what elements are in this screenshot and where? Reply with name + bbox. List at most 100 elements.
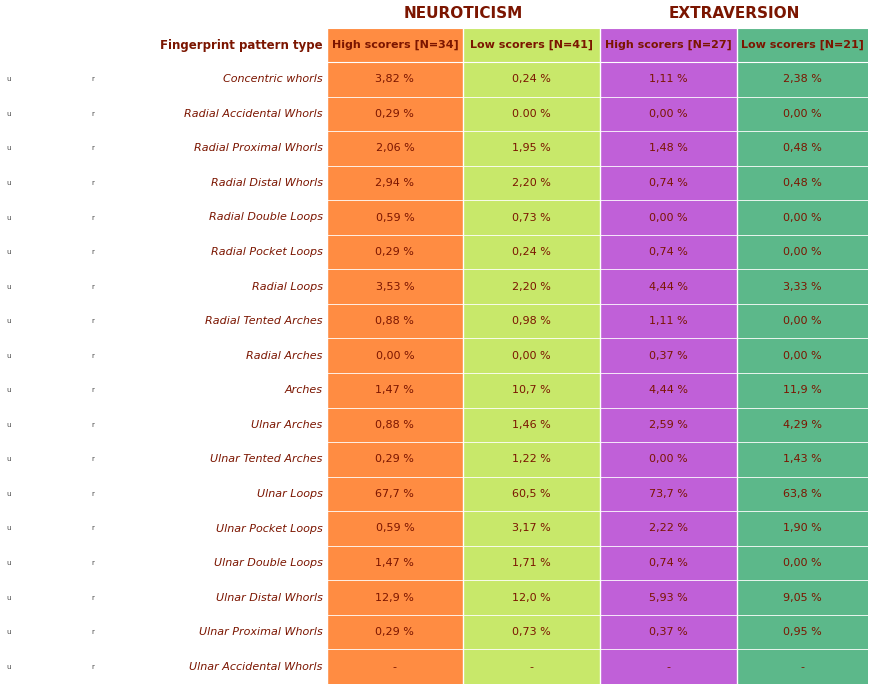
Text: r: r: [91, 456, 94, 462]
Bar: [100, 615, 326, 650]
Bar: [326, 338, 462, 373]
Text: 0,29 %: 0,29 %: [375, 109, 414, 119]
Text: 0,00 %: 0,00 %: [782, 247, 820, 257]
Text: r: r: [91, 388, 94, 393]
Text: r: r: [91, 491, 94, 497]
Text: 73,7 %: 73,7 %: [648, 489, 687, 499]
Text: 63,8 %: 63,8 %: [782, 489, 820, 499]
Text: 0,00 %: 0,00 %: [648, 454, 687, 464]
Text: u: u: [6, 180, 10, 186]
Text: NEUROTICISM: NEUROTICISM: [403, 6, 522, 21]
Text: 67,7 %: 67,7 %: [375, 489, 414, 499]
Text: u: u: [6, 76, 10, 82]
Bar: [462, 615, 600, 650]
Text: Ulnar Pocket Loops: Ulnar Pocket Loops: [216, 523, 322, 534]
Text: u: u: [6, 560, 10, 566]
Text: High scorers [N=27]: High scorers [N=27]: [604, 40, 731, 50]
Text: 0,73 %: 0,73 %: [512, 627, 550, 637]
Text: 0,37 %: 0,37 %: [648, 351, 687, 361]
Text: Low scorers [N=41]: Low scorers [N=41]: [469, 40, 593, 50]
Text: r: r: [91, 318, 94, 324]
Bar: [100, 477, 326, 511]
Bar: [100, 28, 326, 62]
Text: Ulnar Double Loops: Ulnar Double Loops: [214, 558, 322, 568]
Bar: [462, 28, 600, 62]
Text: r: r: [91, 525, 94, 532]
Bar: [600, 511, 736, 546]
Bar: [462, 546, 600, 580]
Text: r: r: [91, 422, 94, 428]
Text: u: u: [6, 491, 10, 497]
Bar: [100, 650, 326, 684]
Text: 0,73 %: 0,73 %: [512, 213, 550, 222]
Bar: [100, 270, 326, 304]
Text: -: -: [666, 662, 669, 672]
Text: 0,48 %: 0,48 %: [782, 143, 821, 154]
Bar: [736, 97, 867, 131]
Text: -: -: [799, 662, 804, 672]
Text: 0,00 %: 0,00 %: [648, 109, 687, 119]
Bar: [100, 165, 326, 200]
Bar: [462, 511, 600, 546]
Text: 60,5 %: 60,5 %: [512, 489, 550, 499]
Text: 12,9 %: 12,9 %: [375, 593, 414, 602]
Bar: [326, 442, 462, 477]
Bar: [736, 28, 867, 62]
Text: r: r: [91, 180, 94, 186]
Text: r: r: [91, 111, 94, 117]
Text: 4,29 %: 4,29 %: [782, 420, 821, 430]
Text: 0,37 %: 0,37 %: [648, 627, 687, 637]
Bar: [600, 28, 736, 62]
Text: 0,59 %: 0,59 %: [375, 213, 414, 222]
Text: High scorers [N=34]: High scorers [N=34]: [331, 40, 458, 50]
Bar: [462, 304, 600, 338]
Bar: [100, 97, 326, 131]
Bar: [600, 477, 736, 511]
Bar: [462, 97, 600, 131]
Bar: [600, 131, 736, 165]
Text: u: u: [6, 353, 10, 359]
Bar: [326, 304, 462, 338]
Text: Ulnar Distal Whorls: Ulnar Distal Whorls: [216, 593, 322, 602]
Text: 2,22 %: 2,22 %: [648, 523, 687, 534]
Bar: [600, 200, 736, 235]
Bar: [600, 615, 736, 650]
Text: Fingerprint pattern type: Fingerprint pattern type: [160, 38, 322, 51]
Bar: [600, 373, 736, 407]
Text: 0,29 %: 0,29 %: [375, 247, 414, 257]
Bar: [326, 97, 462, 131]
Text: Radial Double Loops: Radial Double Loops: [209, 213, 322, 222]
Text: r: r: [91, 595, 94, 601]
Text: 1,95 %: 1,95 %: [512, 143, 550, 154]
Text: r: r: [91, 664, 94, 670]
Text: r: r: [91, 249, 94, 255]
Text: 0,00 %: 0,00 %: [782, 213, 820, 222]
Text: 4,44 %: 4,44 %: [648, 386, 687, 395]
Bar: [736, 165, 867, 200]
Text: 0,74 %: 0,74 %: [648, 247, 687, 257]
Bar: [462, 650, 600, 684]
Bar: [736, 546, 867, 580]
Text: -: -: [393, 662, 396, 672]
Bar: [600, 580, 736, 615]
Bar: [600, 650, 736, 684]
Text: Radial Accidental Whorls: Radial Accidental Whorls: [184, 109, 322, 119]
Text: 12,0 %: 12,0 %: [512, 593, 550, 602]
Text: 1,47 %: 1,47 %: [375, 558, 414, 568]
Bar: [600, 97, 736, 131]
Bar: [736, 511, 867, 546]
Text: u: u: [6, 215, 10, 220]
Text: u: u: [6, 283, 10, 289]
Bar: [462, 477, 600, 511]
Text: Ulnar Loops: Ulnar Loops: [256, 489, 322, 499]
Text: 1,11 %: 1,11 %: [648, 74, 687, 84]
Bar: [326, 235, 462, 270]
Text: 3,82 %: 3,82 %: [375, 74, 414, 84]
Bar: [100, 200, 326, 235]
Text: r: r: [91, 215, 94, 220]
Bar: [600, 304, 736, 338]
Bar: [326, 28, 462, 62]
Bar: [600, 270, 736, 304]
Bar: [326, 650, 462, 684]
Text: Radial Loops: Radial Loops: [251, 282, 322, 292]
